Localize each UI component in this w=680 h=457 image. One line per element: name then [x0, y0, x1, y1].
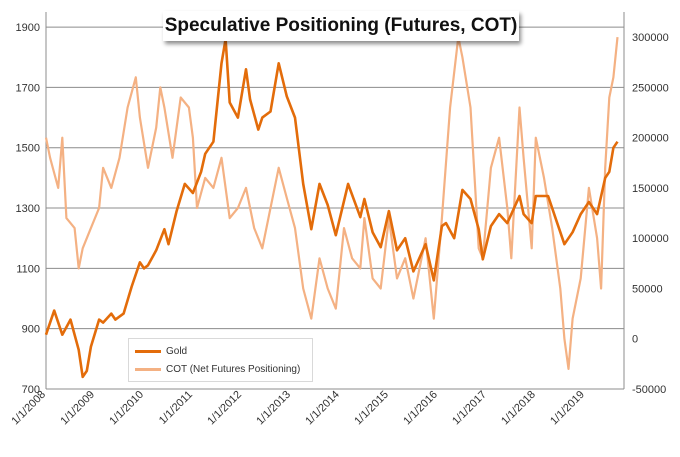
x-tick-label: 1/1/2010	[107, 389, 146, 428]
y-tick-label-left: 1700	[16, 82, 40, 94]
y-tick-label-left: 1300	[16, 203, 40, 215]
x-tick-label: 1/1/2016	[401, 389, 440, 428]
legend-label-cot: COT (Net Futures Positioning)	[166, 363, 301, 375]
chart-title: Speculative Positioning (Futures, COT)	[163, 11, 519, 41]
x-tick-label: 1/1/2012	[205, 389, 244, 428]
y-tick-label-right: 300000	[632, 32, 669, 44]
x-tick-label: 1/1/2017	[450, 389, 489, 428]
y-tick-label-left: 900	[22, 324, 40, 336]
series-line-cot	[44, 35, 619, 370]
legend-item-gold: Gold	[135, 344, 187, 358]
legend-swatch-gold	[135, 349, 161, 353]
y-tick-label-left: 1500	[16, 143, 40, 155]
legend-label-gold: Gold	[166, 345, 188, 357]
y-tick-label-left: 700	[22, 384, 40, 396]
y-tick-label-right: 100000	[632, 233, 669, 245]
y-tick-label-right: 50000	[632, 283, 663, 295]
y-tick-label-left: 1100	[16, 263, 40, 275]
y-tick-label-right: -50000	[632, 384, 666, 396]
legend-item-cot: COT (Net Futures Positioning)	[135, 362, 300, 376]
chart-legend: Gold COT (Net Futures Positioning)	[128, 338, 313, 382]
x-tick-label: 1/1/2018	[499, 389, 538, 428]
y-tick-label-right: 150000	[632, 183, 669, 195]
y-tick-label-right: 200000	[632, 133, 669, 145]
x-tick-label: 1/1/2013	[254, 389, 293, 428]
y-tick-label-left: 1900	[16, 22, 40, 34]
x-tick-label: 1/1/2011	[157, 389, 195, 427]
x-tick-label: 1/1/2009	[58, 389, 97, 428]
y-tick-label-right: 250000	[632, 82, 669, 94]
x-tick-label: 1/1/2019	[548, 389, 587, 428]
series-line-gold	[44, 37, 619, 379]
x-tick-label: 1/1/2014	[303, 389, 342, 428]
y-tick-label-right: 0	[632, 334, 638, 346]
legend-swatch-cot	[135, 367, 161, 371]
x-tick-label: 1/1/2015	[352, 389, 391, 428]
